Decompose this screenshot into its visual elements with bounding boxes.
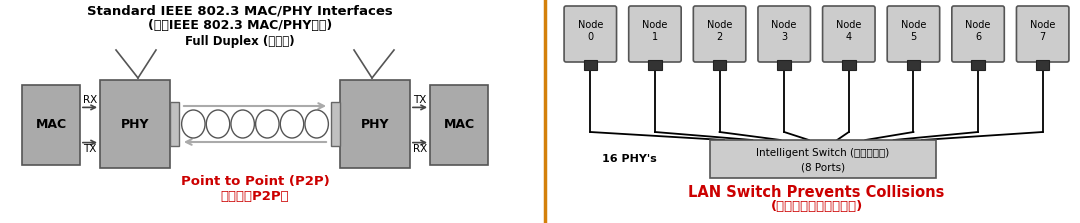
Bar: [906, 60, 920, 70]
Text: MAC: MAC: [36, 118, 67, 132]
FancyBboxPatch shape: [823, 6, 875, 62]
Bar: [22, 85, 80, 165]
Ellipse shape: [305, 110, 328, 138]
Text: RX: RX: [83, 95, 97, 105]
FancyBboxPatch shape: [564, 6, 617, 62]
Text: PHY: PHY: [361, 118, 389, 130]
Ellipse shape: [231, 110, 255, 138]
Text: Node
3: Node 3: [771, 20, 797, 42]
FancyBboxPatch shape: [1016, 6, 1069, 62]
Bar: [430, 85, 488, 165]
Bar: [170, 102, 179, 146]
Text: Node
1: Node 1: [643, 20, 667, 42]
Bar: [340, 80, 410, 168]
Text: Point to Point (P2P): Point to Point (P2P): [180, 175, 329, 188]
Bar: [648, 60, 662, 70]
Ellipse shape: [281, 110, 303, 138]
Text: LAN Switch Prevents Collisions: LAN Switch Prevents Collisions: [688, 185, 945, 200]
Bar: [583, 60, 597, 70]
Text: 16 PHY's: 16 PHY's: [602, 154, 657, 164]
Bar: [100, 80, 170, 168]
Text: TX: TX: [414, 95, 427, 105]
Text: Node
7: Node 7: [1030, 20, 1055, 42]
Text: RX: RX: [413, 144, 427, 154]
Bar: [778, 60, 791, 70]
Text: TX: TX: [83, 144, 97, 154]
Text: (标准IEEE 802.3 MAC/PHY接口): (标准IEEE 802.3 MAC/PHY接口): [148, 19, 333, 32]
Text: Intelligent Switch (智能交换机): Intelligent Switch (智能交换机): [756, 148, 890, 158]
FancyBboxPatch shape: [629, 6, 681, 62]
FancyBboxPatch shape: [693, 6, 746, 62]
Text: PHY: PHY: [121, 118, 149, 130]
FancyBboxPatch shape: [758, 6, 810, 62]
Text: (8 Ports): (8 Ports): [801, 162, 845, 172]
FancyBboxPatch shape: [951, 6, 1004, 62]
Text: Node
5: Node 5: [901, 20, 927, 42]
Text: Node
0: Node 0: [578, 20, 603, 42]
Text: Node
2: Node 2: [707, 20, 732, 42]
Text: 点对点（P2P）: 点对点（P2P）: [220, 190, 289, 203]
Bar: [842, 60, 855, 70]
Text: Node
6: Node 6: [966, 20, 990, 42]
Text: Full Duplex (全双工): Full Duplex (全双工): [185, 35, 295, 48]
Bar: [330, 102, 340, 146]
Bar: [971, 60, 985, 70]
Ellipse shape: [181, 110, 205, 138]
Text: (局域网交换机预防冲突): (局域网交换机预防冲突): [770, 200, 863, 213]
Bar: [710, 140, 936, 178]
Text: Standard IEEE 802.3 MAC/PHY Interfaces: Standard IEEE 802.3 MAC/PHY Interfaces: [87, 4, 393, 17]
Ellipse shape: [256, 110, 279, 138]
Ellipse shape: [206, 110, 230, 138]
Text: Node
4: Node 4: [836, 20, 862, 42]
Bar: [1036, 60, 1050, 70]
Text: MAC: MAC: [444, 118, 474, 132]
FancyBboxPatch shape: [887, 6, 940, 62]
Bar: [713, 60, 727, 70]
